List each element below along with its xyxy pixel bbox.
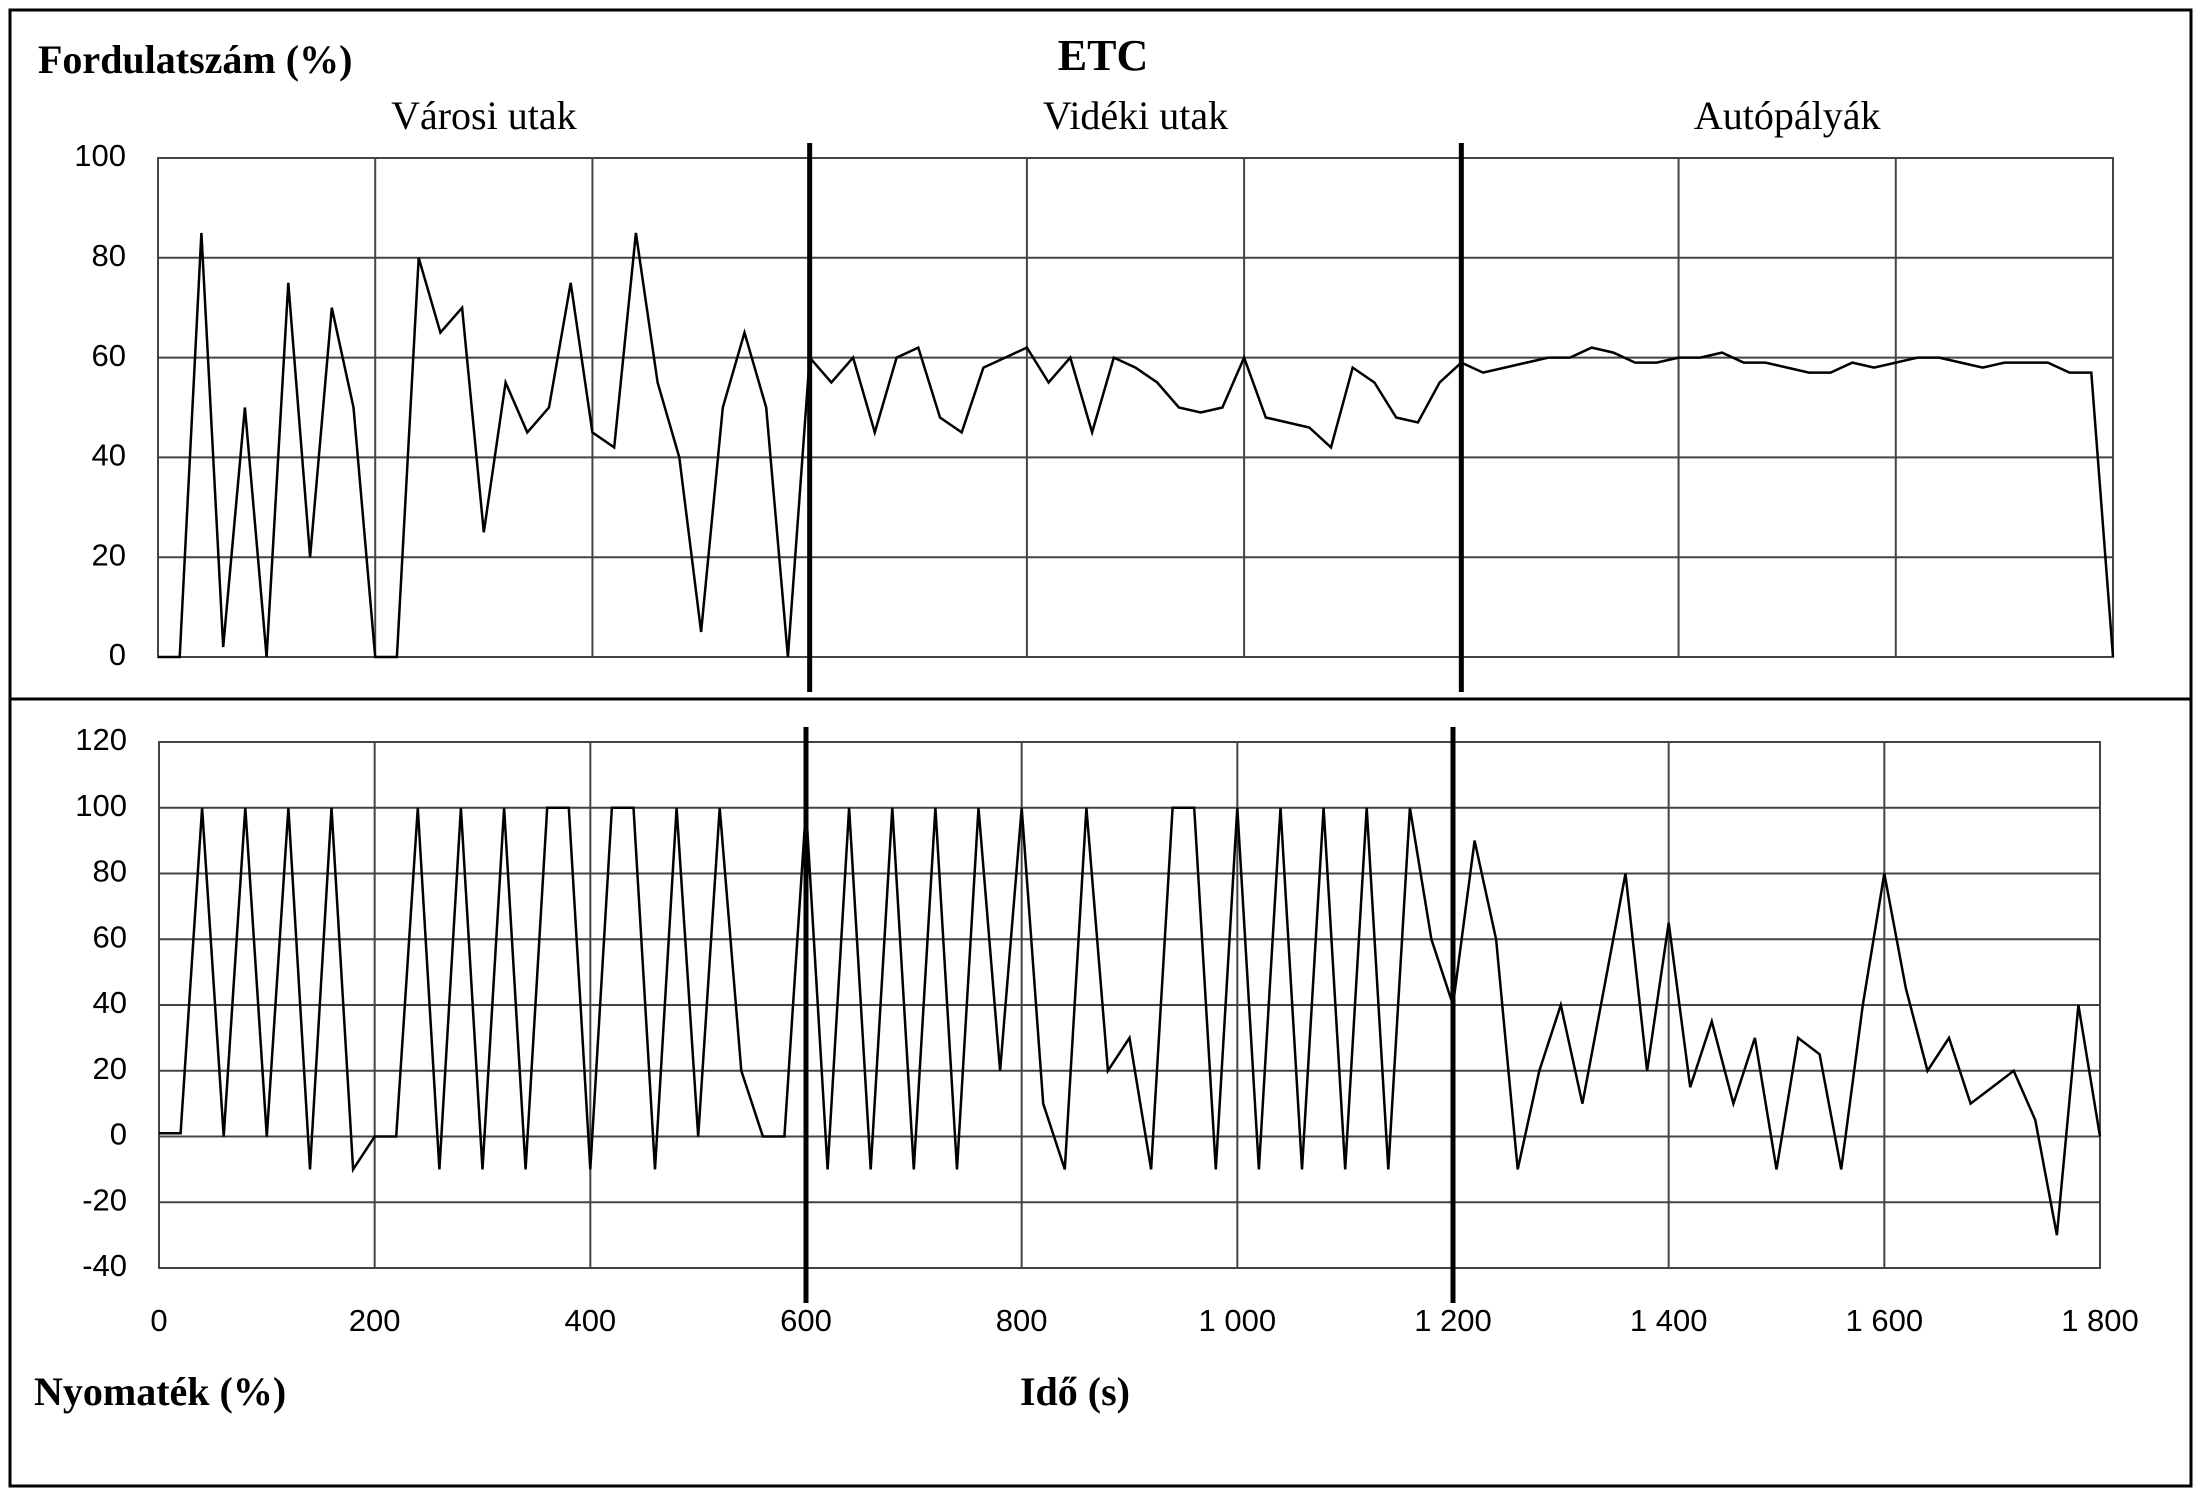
y-tick-label: 40 — [93, 985, 127, 1020]
x-tick-label: 200 — [349, 1303, 401, 1338]
y-tick-label: 60 — [92, 338, 126, 373]
y-tick-label: 60 — [93, 919, 127, 954]
y-tick-label: 0 — [109, 637, 126, 672]
data-line — [158, 232, 2115, 659]
x-tick-label: 0 — [150, 1303, 167, 1338]
y-tick-label: 80 — [92, 238, 126, 273]
plot-area — [157, 157, 2114, 658]
y-tick-label: 80 — [93, 854, 127, 889]
y-tick-label: 100 — [74, 138, 126, 173]
data-line — [159, 806, 2102, 1236]
x-tick-label: 1 000 — [1199, 1303, 1277, 1338]
y-tick-label: 120 — [75, 722, 127, 757]
y-tick-label: 40 — [92, 438, 126, 473]
x-tick-label: 1 800 — [2061, 1303, 2139, 1338]
y-tick-label: -40 — [82, 1248, 127, 1283]
section-label: Vidéki utak — [1043, 93, 1228, 138]
x-tick-label: 600 — [780, 1303, 832, 1338]
y-tick-label: 100 — [75, 788, 127, 823]
y-tick-label: 20 — [92, 537, 126, 572]
y-axis-label: Nyomaték (%) — [34, 1369, 286, 1414]
y-tick-label: 20 — [93, 1051, 127, 1086]
y-tick-label: 0 — [110, 1117, 127, 1152]
x-tick-label: 1 200 — [1414, 1303, 1492, 1338]
chart-title: ETC — [1058, 31, 1148, 80]
section-label: Autópályák — [1694, 93, 1881, 138]
x-axis-label: Idő (s) — [1020, 1369, 1130, 1414]
x-tick-label: 800 — [996, 1303, 1048, 1338]
frame — [8, 8, 2193, 1488]
x-tick-label: 1 400 — [1630, 1303, 1708, 1338]
x-tick-label: 400 — [564, 1303, 616, 1338]
y-axis-label: Fordulatszám (%) — [38, 37, 352, 82]
x-tick-label: 1 600 — [1846, 1303, 1924, 1338]
section-label: Városi utak — [391, 93, 577, 138]
y-tick-label: -20 — [82, 1182, 127, 1217]
